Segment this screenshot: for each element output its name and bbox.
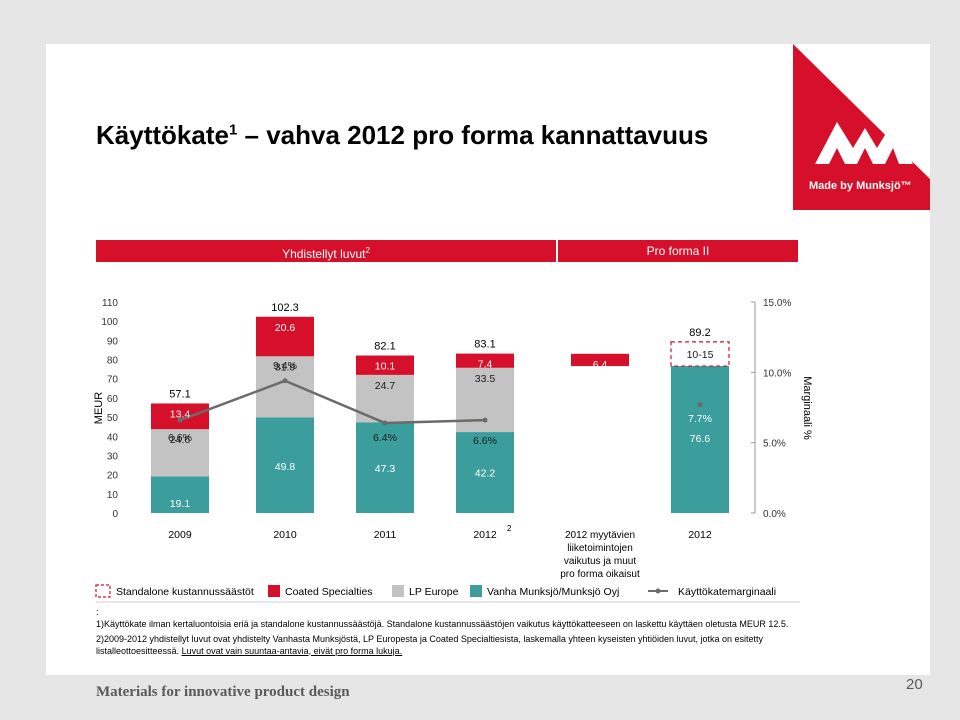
data-label: 7.4 bbox=[478, 359, 493, 371]
bar-vanha-munksjo bbox=[151, 476, 209, 513]
bar-lp-europe bbox=[151, 429, 209, 477]
data-label: 6.4 bbox=[593, 359, 608, 371]
y-tick-label: 50 bbox=[107, 413, 119, 424]
munksjo-logo bbox=[793, 44, 930, 210]
y2-tick-label: 0.0% bbox=[763, 509, 786, 520]
margin-point bbox=[697, 402, 703, 408]
x-tick-label: 2012 bbox=[473, 529, 497, 541]
bar-vanha-munksjo bbox=[671, 366, 729, 513]
bar-coated-specialties bbox=[456, 353, 514, 368]
x-tick-label: 2012 myytävien liiketoimintojen vaikutus j… bbox=[560, 530, 640, 580]
y2-tick-label: 15.0% bbox=[763, 298, 791, 309]
y-tick-label: 10 bbox=[107, 490, 119, 501]
margin-point bbox=[482, 417, 488, 423]
total-label: 89.2 bbox=[689, 327, 710, 339]
y2-tick-label: 5.0% bbox=[763, 439, 786, 450]
bar-vanha-munksjo bbox=[356, 422, 414, 513]
legend-swatch bbox=[268, 585, 280, 597]
y-tick-label: 20 bbox=[107, 471, 119, 482]
footnotes: : 1)Käyttökate ilman kertaluontoisia eri… bbox=[96, 607, 796, 657]
bar-standalone-savings bbox=[670, 341, 730, 367]
data-label: 24.7 bbox=[375, 380, 396, 392]
margin-label: 7.7% bbox=[688, 413, 712, 425]
bar-vanha-munksjo bbox=[456, 432, 514, 513]
y-tick-label: 60 bbox=[107, 394, 119, 405]
footnote-2-tail: Luvut ovat vain suuntaa-antavia, eivät p… bbox=[181, 645, 403, 656]
total-label: 102.3 bbox=[271, 302, 299, 314]
data-label: 42.2 bbox=[475, 468, 496, 480]
y2-tick-label: 10.0% bbox=[763, 368, 791, 379]
data-label: 49.8 bbox=[275, 461, 296, 473]
logo-m-mark bbox=[815, 122, 913, 164]
margin-point bbox=[382, 420, 388, 426]
legend-label: Vanha Munksjö/Munksjö Oyj bbox=[487, 586, 619, 598]
x-tick-label: 2012 bbox=[688, 529, 712, 541]
legend-swatch-standalone bbox=[95, 584, 111, 598]
tagline: Materials for innovative product design bbox=[96, 684, 350, 700]
data-label: 33.5 bbox=[475, 373, 496, 385]
legend-label: LP Europe bbox=[409, 586, 459, 598]
margin-point bbox=[177, 417, 183, 423]
margin-point bbox=[282, 378, 288, 384]
total-label: 57.1 bbox=[169, 388, 190, 400]
margin-line bbox=[179, 379, 486, 425]
y2-axis-label: Marginaali % bbox=[801, 376, 813, 440]
y-tick-label: 100 bbox=[101, 317, 118, 328]
data-label: 47.3 bbox=[375, 463, 396, 475]
logo-triangle bbox=[793, 44, 930, 210]
margin-label: 6.4% bbox=[373, 432, 397, 444]
logo-wordmark: Made by Munksjö™ bbox=[809, 180, 912, 192]
margin-label: 6.6% bbox=[168, 432, 192, 444]
y-tick-label: 40 bbox=[107, 432, 119, 443]
footnote-2: 2)2009-2012 yhdistellyt luvut ovat yhdis… bbox=[96, 634, 764, 656]
y-tick-label: 30 bbox=[107, 451, 119, 462]
footnote-1: 1)Käyttökate ilman kertaluontoisia eriä … bbox=[96, 618, 789, 629]
data-label: 19.1 bbox=[170, 498, 191, 510]
y-tick-label: 80 bbox=[107, 356, 119, 367]
data-label: 13.4 bbox=[170, 408, 191, 420]
margin-label: 9.4% bbox=[273, 360, 297, 372]
data-label: 10-15 bbox=[687, 349, 714, 361]
margin-label: 6.6% bbox=[473, 435, 497, 447]
total-label: 82.1 bbox=[374, 341, 395, 353]
x-tick-label: 2010 bbox=[273, 529, 297, 541]
legend-label: Standalone kustannussäästöt bbox=[116, 586, 254, 598]
legend-label: Käyttökatemarginaali bbox=[678, 586, 776, 598]
x-tick-sup: 2 bbox=[507, 524, 512, 533]
y-tick-label: 0 bbox=[112, 509, 118, 520]
page-number: 20 bbox=[906, 676, 923, 693]
bar-coated-specialties bbox=[571, 353, 629, 367]
total-label: 83.1 bbox=[474, 339, 495, 351]
page-title: Käyttökate1 – vahva 2012 pro forma kanna… bbox=[96, 120, 709, 150]
x-tick-label: 2009 bbox=[168, 529, 192, 541]
legend-swatch-point bbox=[655, 588, 661, 594]
x-tick-label: 2011 bbox=[374, 529, 397, 541]
bar-coated-specialties bbox=[256, 316, 314, 357]
y-tick-label: 90 bbox=[107, 336, 119, 347]
data-label: 24.6 bbox=[170, 434, 191, 446]
legend-label: Coated Specialties bbox=[285, 586, 373, 598]
legend-swatch bbox=[392, 585, 404, 597]
data-label: 10.1 bbox=[375, 361, 396, 373]
header-pro-forma: Pro forma II bbox=[558, 240, 798, 262]
data-label: 20.6 bbox=[275, 322, 296, 334]
bar-vanha-munksjo bbox=[256, 417, 314, 513]
y-tick-label: 110 bbox=[102, 298, 118, 309]
bar-coated-specialties bbox=[356, 355, 414, 375]
legend-swatch bbox=[470, 585, 482, 597]
y-axis-label: MEUR bbox=[93, 392, 105, 424]
data-label: 31.9 bbox=[275, 361, 296, 373]
data-label: 76.6 bbox=[690, 433, 711, 445]
y-tick-label: 70 bbox=[107, 375, 119, 386]
header-combined-figures: Yhdistellyt luvut2 bbox=[96, 240, 556, 262]
footnote-colon: : bbox=[96, 607, 99, 617]
bar-coated-specialties bbox=[151, 403, 209, 430]
